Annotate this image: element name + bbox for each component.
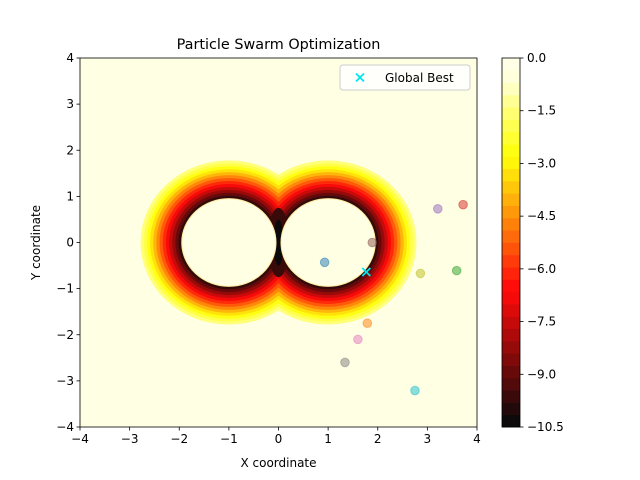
colorbar-tick-label: −1.5 — [527, 104, 556, 118]
colorbar-band — [502, 58, 520, 71]
y-tick-label: 3 — [66, 97, 74, 111]
colorbar-band — [502, 82, 520, 96]
colorbar-band — [502, 304, 520, 317]
colorbar-band — [502, 131, 520, 145]
colorbar-band — [502, 291, 520, 305]
contour-well-interior — [280, 198, 376, 287]
colorbar-band — [502, 414, 520, 428]
legend-x-marker-icon — [355, 72, 365, 83]
colorbar-band — [502, 107, 520, 120]
legend-box — [339, 64, 471, 91]
particle-point — [319, 257, 330, 268]
colorbar-ticks: 0.0 −1.5 −3.0 −4.5 −6.0 −7.5 −9.0 −10.5 — [520, 51, 564, 434]
x-tick-label: −1 — [220, 432, 238, 446]
colorbar-tick-label: −4.5 — [527, 209, 556, 223]
global-best-marker — [361, 267, 371, 277]
x-tick-label: 2 — [374, 432, 382, 446]
y-axis-label: Y coordinate — [29, 205, 43, 281]
chart-title: Particle Swarm Optimization — [177, 37, 381, 53]
particle-point — [362, 318, 373, 329]
particle-point — [458, 199, 468, 210]
global-best-layer — [361, 267, 371, 277]
colorbar: 0.0 −1.5 −3.0 −4.5 −6.0 −7.5 −9.0 −10.5 — [501, 51, 564, 434]
x-axis: −4 −3 −2 −1 0 1 2 3 4 — [71, 427, 481, 446]
colorbar-band — [502, 205, 520, 219]
plot-area — [79, 57, 478, 428]
contour-saddle-core — [273, 219, 284, 266]
y-tick-label: 4 — [66, 51, 74, 65]
colorbar-band — [502, 230, 520, 243]
colorbar-band — [502, 181, 520, 194]
colorbar-band — [502, 94, 520, 108]
colorbar-band — [502, 365, 520, 379]
particle-layer — [319, 199, 468, 396]
colorbar-band — [502, 279, 520, 293]
colorbar-band — [502, 377, 520, 391]
colorbar-band — [502, 156, 520, 170]
particle-point — [432, 204, 443, 214]
legend-label-global-best: Global Best — [385, 71, 454, 85]
colorbar-band — [502, 168, 520, 182]
y-tick-label: 1 — [66, 189, 74, 203]
colorbar-band — [502, 70, 520, 83]
x-axis-label: X coordinate — [240, 456, 316, 470]
colorbar-band — [502, 402, 520, 416]
colorbar-bands — [502, 58, 520, 428]
y-tick-label: −2 — [56, 328, 74, 342]
colorbar-tick-label: −10.5 — [527, 420, 564, 434]
legend: Global Best — [339, 64, 471, 91]
contour-well-interior — [181, 198, 277, 287]
x-tick-label: −3 — [121, 432, 139, 446]
x-tick-label: −2 — [170, 432, 188, 446]
particle-point — [410, 385, 420, 396]
particle-point — [340, 357, 350, 368]
particle-point — [415, 268, 426, 279]
y-axis: −4 −3 −2 −1 0 1 2 3 4 — [56, 51, 80, 434]
colorbar-tick-label: −9.0 — [527, 367, 556, 381]
colorbar-band — [502, 217, 520, 231]
colorbar-frame — [501, 57, 521, 428]
colorbar-band — [502, 193, 520, 206]
x-tick-label: 3 — [424, 432, 432, 446]
y-tick-label: −4 — [56, 420, 74, 434]
colorbar-band — [502, 328, 520, 342]
x-tick-label: 1 — [324, 432, 332, 446]
colorbar-band — [502, 254, 520, 268]
particle-point — [451, 265, 462, 276]
colorbar-band — [502, 390, 520, 403]
y-tick-label: 2 — [66, 143, 74, 157]
y-tick-label: −1 — [56, 282, 74, 296]
colorbar-band — [502, 316, 520, 329]
colorbar-tick-label: −3.0 — [527, 156, 556, 170]
legend-global-best-marker — [355, 72, 365, 83]
y-tick-label: 0 — [66, 236, 74, 250]
colorbar-tick-label: −7.5 — [527, 315, 556, 329]
x-tick-label: 0 — [275, 432, 283, 446]
x-tick-label: 4 — [473, 432, 481, 446]
colorbar-tick-label: 0.0 — [527, 51, 546, 65]
colorbar-band — [502, 242, 520, 256]
particle-point — [353, 334, 363, 345]
colorbar-band — [502, 353, 520, 366]
colorbar-band — [502, 144, 520, 157]
contour-layer — [140, 160, 417, 325]
colorbar-band — [502, 119, 520, 133]
y-tick-label: −3 — [56, 374, 74, 388]
colorbar-band — [502, 340, 520, 354]
colorbar-band — [502, 267, 520, 280]
x-tick-label: −4 — [71, 432, 89, 446]
particle-point — [367, 237, 378, 248]
colorbar-tick-label: −6.0 — [527, 262, 556, 276]
